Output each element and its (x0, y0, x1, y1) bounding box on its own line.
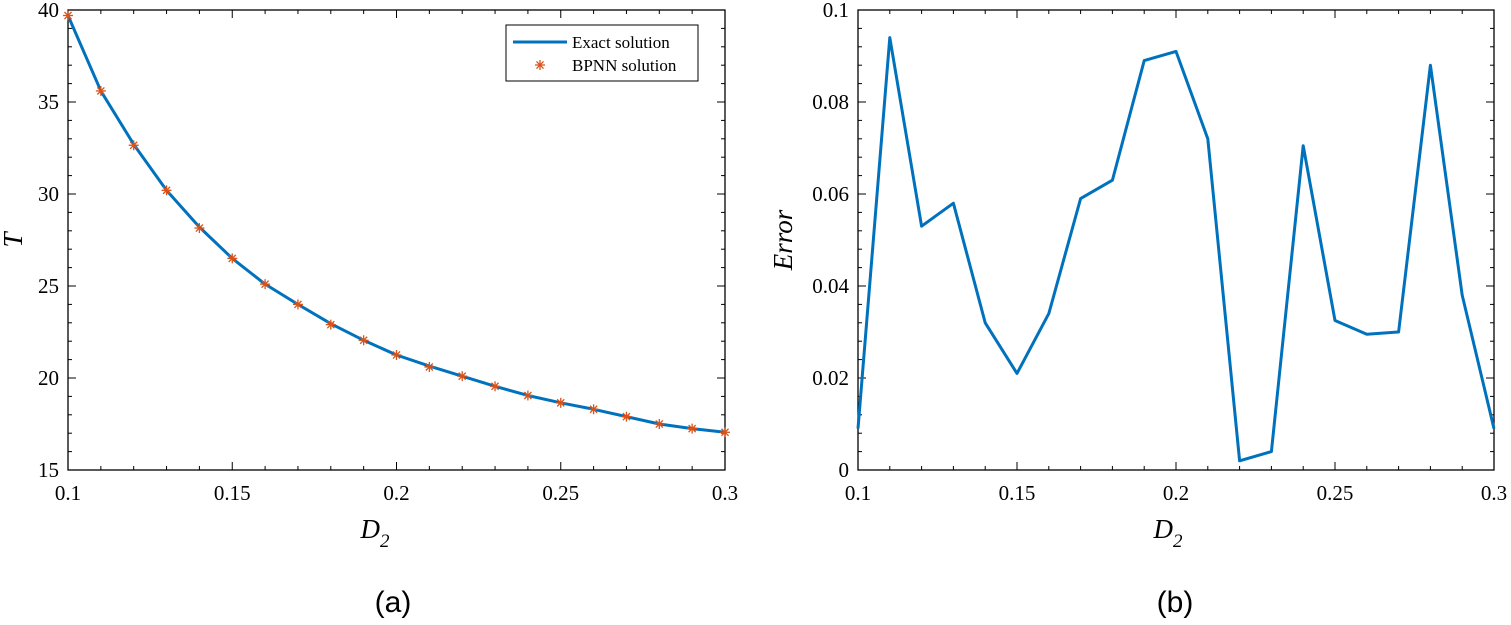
data-point-bpnn (588, 404, 599, 415)
x-axis-label-sub-b: 2 (1173, 531, 1183, 552)
data-point-bpnn (63, 10, 73, 21)
y-tick-label: 0 (839, 458, 850, 482)
y-tick-label: 25 (38, 274, 59, 298)
data-point-bpnn (292, 299, 303, 310)
y-tick-label: 0.04 (812, 274, 849, 298)
x-axis-label-main-a: D (360, 514, 381, 544)
panel-b: 0.1 0.15 0.2 0.25 0.3 0 0.02 0.04 0.06 0.08 0.1 Er… (768, 0, 1507, 619)
data-point-bpnn (325, 319, 336, 330)
data-point-bpnn (161, 185, 172, 196)
data-point-bpnn (260, 279, 271, 290)
x-axis-label-b: D2 (1153, 514, 1184, 552)
data-point-bpnn (687, 423, 698, 434)
data-point-bpnn (424, 361, 435, 372)
x-axis-label-a: D2 (360, 514, 391, 552)
data-point-bpnn (128, 140, 139, 151)
data-point-bpnn (720, 427, 730, 438)
data-point-bpnn (522, 390, 533, 401)
legend-label-exact: Exact solution (572, 33, 670, 52)
panel-a: 0.1 0.15 0.2 0.25 0.3 15 20 25 30 35 40 T D2 (a) E… (0, 0, 738, 619)
y-tick-label: 0.1 (823, 0, 849, 22)
y-tick-label: 20 (38, 366, 59, 390)
x-tick-label: 0.1 (845, 481, 871, 505)
legend-marker-bpnn (535, 60, 545, 70)
series-line-error (856, 36, 1496, 463)
y-axis-label-a: T (0, 231, 28, 248)
data-point-bpnn (95, 85, 106, 96)
data-point-bpnn (457, 371, 468, 382)
x-tick-label: 0.25 (542, 481, 579, 505)
plot-area-a (63, 10, 730, 438)
data-point-bpnn (194, 223, 205, 234)
y-tick-label: 0.08 (812, 90, 849, 114)
x-tick-label: 0.3 (712, 481, 738, 505)
x-axis-label-main-b: D (1153, 514, 1174, 544)
data-point-bpnn (391, 350, 402, 360)
x-axis-label-sub-a: 2 (380, 531, 390, 552)
plot-frame-b (857, 9, 1495, 471)
x-tick-label: 0.15 (214, 481, 251, 505)
data-point-bpnn (555, 397, 566, 408)
plot-area-b (856, 36, 1496, 463)
y-tick-label: 0.02 (812, 366, 849, 390)
y-tick-label: 40 (38, 0, 59, 22)
legend: Exact solution BPNN solution (505, 24, 699, 82)
legend-asterisk-icon (535, 60, 545, 70)
legend-box (505, 24, 699, 82)
data-point-bpnn (358, 335, 369, 346)
y-axis-label-b: Error (768, 209, 798, 271)
y-tick-label: 30 (38, 182, 59, 206)
y-tick-label: 0.06 (812, 182, 849, 206)
y-tick-label: 15 (38, 458, 59, 482)
ticks-a: 0.1 0.15 0.2 0.25 0.3 15 20 25 30 35 40 (38, 0, 738, 505)
ticks-b: 0.1 0.15 0.2 0.25 0.3 0 0.02 0.04 0.06 0.08 0.1 (812, 0, 1507, 505)
y-tick-label: 35 (38, 90, 59, 114)
data-point-bpnn (654, 419, 665, 429)
x-tick-label: 0.2 (383, 481, 409, 505)
data-point-bpnn (227, 253, 238, 264)
data-point-bpnn (490, 381, 501, 392)
caption-b: (b) (1157, 586, 1194, 619)
x-tick-label: 0.3 (1481, 481, 1507, 505)
data-point-bpnn (621, 411, 632, 422)
x-tick-label: 0.2 (1163, 481, 1189, 505)
caption-a: (a) (375, 586, 412, 619)
x-tick-label: 0.25 (1317, 481, 1354, 505)
x-tick-label: 0.15 (999, 481, 1036, 505)
legend-label-bpnn: BPNN solution (572, 56, 677, 75)
x-tick-label: 0.1 (55, 481, 81, 505)
